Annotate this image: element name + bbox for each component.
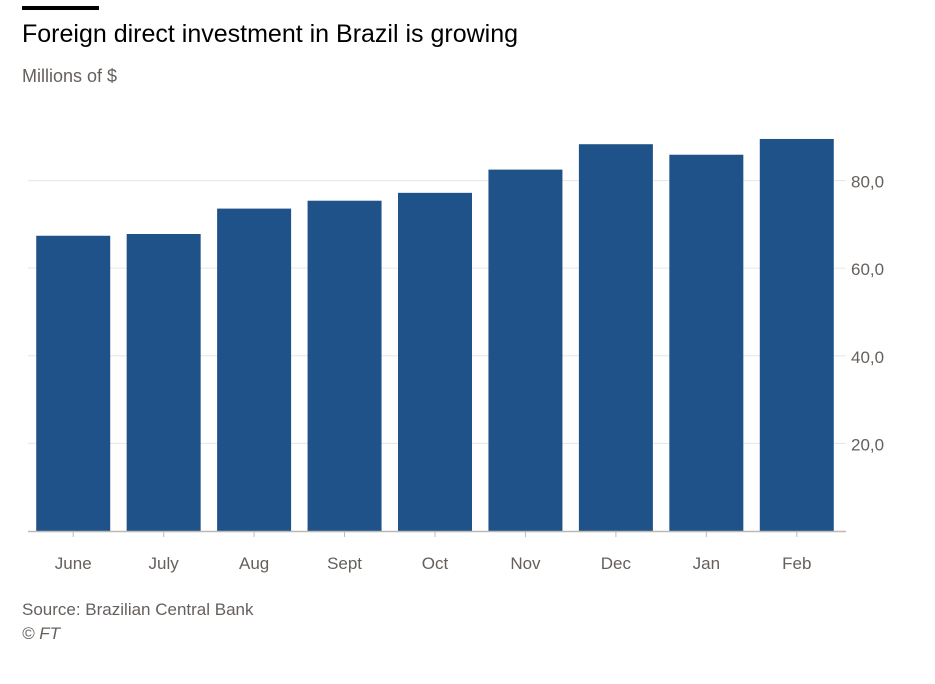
bar-nov [488,169,563,531]
bar-oct [398,192,472,531]
y-tick-label: 60,0 [851,260,884,279]
bar-june [36,235,111,531]
x-tick-label: Nov [510,554,541,573]
bar-july [126,234,201,531]
bar-sept [307,200,382,531]
x-tick-label: Aug [239,554,269,573]
y-tick-label: 40,0 [851,348,884,367]
x-tick-label: June [55,554,92,573]
x-tick-label: Oct [422,554,449,573]
bar-dec [578,144,653,531]
chart-title: Foreign direct investment in Brazil is g… [22,20,519,48]
axes [28,530,846,537]
chart-subtitle: Millions of $ [22,66,118,86]
credit-note: © FT [22,624,61,643]
bar-jan [669,154,744,532]
y-tick-label: 20,0 [851,435,884,454]
x-tick-label: Jan [693,554,720,573]
x-tick-label: Sept [327,554,362,573]
x-tick-label: July [149,554,180,573]
tick-labels: 20,0 40,0 60,0 80,0 June July Aug Sept Oct Nov Dec… [55,173,884,573]
source-note: Source: Brazilian Central Bank [22,600,254,619]
top-rule [22,6,99,10]
bar-feb [759,138,834,531]
bar-aug [217,208,292,531]
y-tick-label: 80,0 [851,173,884,192]
bars [36,138,834,532]
x-tick-label: Dec [601,554,632,573]
x-tick-label: Feb [782,554,811,573]
